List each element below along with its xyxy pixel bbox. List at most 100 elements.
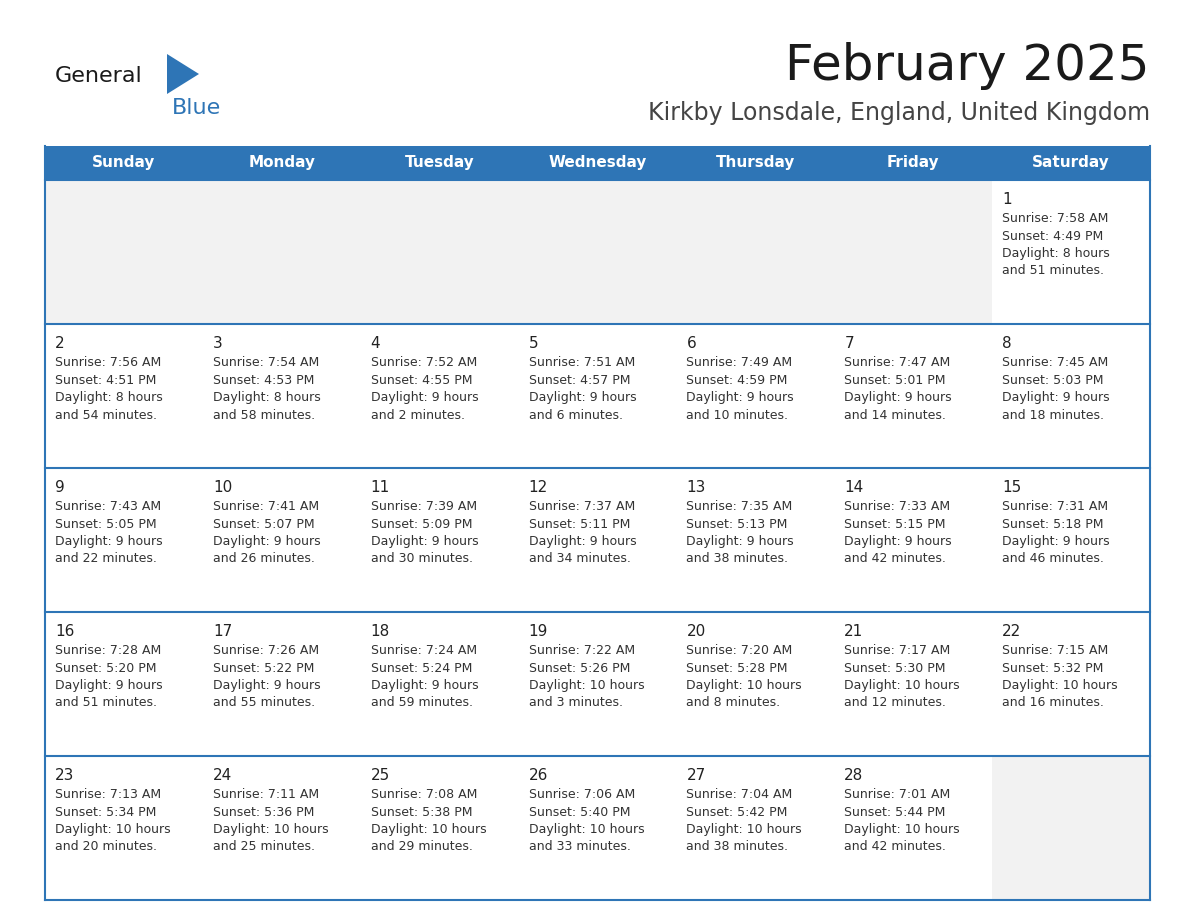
Text: Sunrise: 7:56 AM: Sunrise: 7:56 AM	[55, 356, 162, 369]
Text: 2: 2	[55, 336, 64, 351]
Text: 14: 14	[845, 480, 864, 495]
Bar	[834, 612, 992, 756]
Text: and 30 minutes.: and 30 minutes.	[371, 553, 473, 565]
Text: and 54 minutes.: and 54 minutes.	[55, 409, 157, 421]
Text: and 58 minutes.: and 58 minutes.	[213, 409, 315, 421]
Text: Daylight: 9 hours: Daylight: 9 hours	[687, 391, 794, 404]
Text: Sunrise: 7:51 AM: Sunrise: 7:51 AM	[529, 356, 634, 369]
Text: Sunrise: 7:41 AM: Sunrise: 7:41 AM	[213, 500, 320, 513]
Text: Sunset: 5:18 PM: Sunset: 5:18 PM	[1003, 518, 1104, 531]
Text: Daylight: 9 hours: Daylight: 9 hours	[371, 391, 479, 404]
Text: and 3 minutes.: and 3 minutes.	[529, 697, 623, 710]
Text: Sunrise: 7:01 AM: Sunrise: 7:01 AM	[845, 788, 950, 801]
Text: and 25 minutes.: and 25 minutes.	[213, 841, 315, 854]
Text: 18: 18	[371, 624, 390, 639]
Bar	[361, 324, 519, 468]
Text: Sunset: 5:20 PM: Sunset: 5:20 PM	[55, 662, 157, 675]
Text: Sunset: 4:51 PM: Sunset: 4:51 PM	[55, 374, 157, 386]
Text: Sunrise: 7:54 AM: Sunrise: 7:54 AM	[213, 356, 320, 369]
Text: 5: 5	[529, 336, 538, 351]
Text: Daylight: 9 hours: Daylight: 9 hours	[213, 679, 321, 692]
Text: 19: 19	[529, 624, 548, 639]
Text: Daylight: 10 hours: Daylight: 10 hours	[687, 679, 802, 692]
Text: 28: 28	[845, 768, 864, 783]
Text: Sunset: 5:15 PM: Sunset: 5:15 PM	[845, 518, 946, 531]
Text: Sunset: 5:44 PM: Sunset: 5:44 PM	[845, 805, 946, 819]
Text: 4: 4	[371, 336, 380, 351]
Text: and 38 minutes.: and 38 minutes.	[687, 841, 789, 854]
Bar	[45, 324, 203, 468]
Text: Sunrise: 7:06 AM: Sunrise: 7:06 AM	[529, 788, 634, 801]
Text: February 2025: February 2025	[785, 42, 1150, 90]
Text: Sunset: 5:38 PM: Sunset: 5:38 PM	[371, 805, 472, 819]
Text: Sunday: Sunday	[93, 155, 156, 171]
Text: Daylight: 10 hours: Daylight: 10 hours	[687, 823, 802, 836]
Text: and 29 minutes.: and 29 minutes.	[371, 841, 473, 854]
Text: Sunrise: 7:15 AM: Sunrise: 7:15 AM	[1003, 644, 1108, 657]
Text: Sunset: 5:26 PM: Sunset: 5:26 PM	[529, 662, 630, 675]
Bar	[676, 324, 834, 468]
Bar	[676, 756, 834, 900]
Text: and 38 minutes.: and 38 minutes.	[687, 553, 789, 565]
Text: Sunset: 5:34 PM: Sunset: 5:34 PM	[55, 805, 157, 819]
Text: Sunrise: 7:08 AM: Sunrise: 7:08 AM	[371, 788, 478, 801]
Text: Sunrise: 7:49 AM: Sunrise: 7:49 AM	[687, 356, 792, 369]
Bar	[45, 612, 1150, 756]
Text: Sunrise: 7:11 AM: Sunrise: 7:11 AM	[213, 788, 320, 801]
Text: Sunrise: 7:47 AM: Sunrise: 7:47 AM	[845, 356, 950, 369]
Text: General: General	[55, 66, 143, 86]
Bar	[834, 756, 992, 900]
Text: Daylight: 9 hours: Daylight: 9 hours	[1003, 391, 1110, 404]
Bar	[992, 180, 1150, 324]
Text: and 14 minutes.: and 14 minutes.	[845, 409, 946, 421]
Text: 21: 21	[845, 624, 864, 639]
Text: 8: 8	[1003, 336, 1012, 351]
Text: 16: 16	[55, 624, 75, 639]
Text: Sunset: 5:09 PM: Sunset: 5:09 PM	[371, 518, 472, 531]
Text: Sunrise: 7:22 AM: Sunrise: 7:22 AM	[529, 644, 634, 657]
Text: Daylight: 9 hours: Daylight: 9 hours	[845, 535, 952, 548]
Text: 25: 25	[371, 768, 390, 783]
Bar	[45, 180, 1150, 324]
Text: 24: 24	[213, 768, 232, 783]
Bar	[203, 612, 361, 756]
Text: Sunrise: 7:31 AM: Sunrise: 7:31 AM	[1003, 500, 1108, 513]
Text: 1: 1	[1003, 192, 1012, 207]
Text: Daylight: 10 hours: Daylight: 10 hours	[845, 679, 960, 692]
Text: Daylight: 10 hours: Daylight: 10 hours	[1003, 679, 1118, 692]
Text: Sunset: 5:36 PM: Sunset: 5:36 PM	[213, 805, 315, 819]
Text: 22: 22	[1003, 624, 1022, 639]
Text: Sunrise: 7:58 AM: Sunrise: 7:58 AM	[1003, 212, 1108, 225]
Text: and 46 minutes.: and 46 minutes.	[1003, 553, 1104, 565]
Bar	[676, 612, 834, 756]
Text: 26: 26	[529, 768, 548, 783]
Text: Daylight: 10 hours: Daylight: 10 hours	[371, 823, 486, 836]
Text: and 42 minutes.: and 42 minutes.	[845, 841, 946, 854]
Text: Friday: Friday	[887, 155, 940, 171]
Text: 6: 6	[687, 336, 696, 351]
Bar	[992, 612, 1150, 756]
Text: and 6 minutes.: and 6 minutes.	[529, 409, 623, 421]
Text: Sunrise: 7:17 AM: Sunrise: 7:17 AM	[845, 644, 950, 657]
Text: Sunset: 5:01 PM: Sunset: 5:01 PM	[845, 374, 946, 386]
Text: and 2 minutes.: and 2 minutes.	[371, 409, 465, 421]
Text: and 55 minutes.: and 55 minutes.	[213, 697, 315, 710]
Text: Daylight: 9 hours: Daylight: 9 hours	[371, 679, 479, 692]
Text: and 33 minutes.: and 33 minutes.	[529, 841, 631, 854]
Text: 7: 7	[845, 336, 854, 351]
Text: and 26 minutes.: and 26 minutes.	[213, 553, 315, 565]
Text: Daylight: 10 hours: Daylight: 10 hours	[529, 823, 644, 836]
Text: and 42 minutes.: and 42 minutes.	[845, 553, 946, 565]
Text: Daylight: 8 hours: Daylight: 8 hours	[1003, 247, 1110, 260]
Text: Sunrise: 7:26 AM: Sunrise: 7:26 AM	[213, 644, 320, 657]
Bar	[992, 468, 1150, 612]
Text: Sunset: 4:53 PM: Sunset: 4:53 PM	[213, 374, 315, 386]
Text: Sunset: 5:03 PM: Sunset: 5:03 PM	[1003, 374, 1104, 386]
Text: Sunset: 4:49 PM: Sunset: 4:49 PM	[1003, 230, 1104, 242]
Text: and 20 minutes.: and 20 minutes.	[55, 841, 157, 854]
Polygon shape	[168, 54, 200, 94]
Bar	[203, 468, 361, 612]
Bar	[519, 324, 676, 468]
Text: Sunrise: 7:43 AM: Sunrise: 7:43 AM	[55, 500, 162, 513]
Text: 13: 13	[687, 480, 706, 495]
